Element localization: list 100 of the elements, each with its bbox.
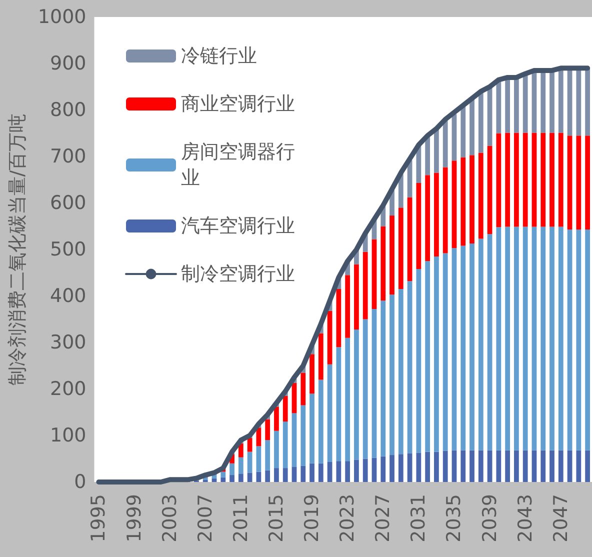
x-tick-label: 2035 — [443, 494, 466, 542]
bar — [345, 275, 350, 338]
x-tick-label: 2027 — [372, 494, 394, 542]
x-tick-label: 2015 — [265, 494, 288, 542]
x-tick-label: 1999 — [123, 494, 146, 542]
bar — [478, 152, 484, 239]
bar — [354, 329, 359, 460]
bar — [327, 310, 332, 364]
bar — [567, 136, 572, 230]
y-tick-label: 800 — [50, 99, 86, 121]
y-tick-label: 100 — [50, 424, 86, 446]
bar — [514, 77, 519, 133]
y-tick-label: 400 — [50, 285, 86, 307]
bar — [452, 160, 457, 248]
bar — [452, 248, 457, 450]
bar — [425, 261, 430, 452]
bar — [550, 132, 554, 227]
bar — [532, 132, 537, 227]
legend-label: 商业空调行业 — [181, 93, 295, 115]
bar — [256, 428, 262, 446]
bar — [505, 226, 510, 450]
x-tick-label: 2011 — [230, 494, 252, 542]
bar — [558, 450, 564, 482]
bar — [470, 450, 474, 482]
bar — [558, 226, 564, 450]
bar — [576, 136, 582, 230]
bar — [540, 450, 546, 482]
bar — [460, 157, 466, 246]
bar — [470, 155, 474, 244]
bar — [487, 234, 492, 450]
bar — [407, 453, 412, 482]
bar — [398, 208, 404, 290]
bar — [327, 462, 332, 482]
legend-label: 房间空调器行业 — [181, 141, 295, 189]
bar — [585, 136, 590, 230]
bar — [292, 413, 297, 467]
bar — [362, 458, 368, 482]
bar — [558, 132, 564, 227]
bar — [220, 472, 226, 478]
bar — [345, 461, 350, 482]
bar — [318, 463, 324, 482]
bar — [585, 230, 590, 450]
bar — [390, 294, 394, 456]
y-tick-label: 200 — [50, 378, 86, 400]
bar — [310, 463, 314, 482]
x-tick-label: 1995 — [88, 494, 110, 542]
bar — [460, 246, 466, 450]
bar — [514, 132, 519, 227]
bar — [442, 450, 448, 482]
bar — [238, 443, 244, 458]
bar — [407, 281, 412, 454]
bar — [478, 238, 484, 450]
bar — [478, 92, 484, 153]
bar — [300, 466, 306, 482]
bar — [540, 132, 546, 227]
bar — [460, 106, 466, 158]
bar — [380, 226, 386, 301]
y-tick-label: 500 — [50, 238, 86, 260]
bar — [434, 452, 439, 482]
bar — [550, 226, 554, 450]
legend-label: 汽车空调行业 — [181, 215, 295, 237]
bar — [585, 450, 590, 482]
bar — [416, 452, 422, 482]
bar — [470, 99, 474, 156]
bar — [460, 450, 466, 482]
bar — [407, 197, 412, 282]
bar — [514, 226, 519, 450]
bar — [505, 132, 510, 227]
bar — [380, 456, 386, 482]
x-tick-label: 2043 — [514, 494, 536, 542]
x-tick-label: 2023 — [336, 494, 359, 542]
bar — [452, 450, 457, 482]
bar — [496, 450, 502, 482]
bar — [336, 461, 342, 482]
bar — [550, 70, 554, 133]
bar — [220, 477, 226, 482]
bar — [310, 354, 314, 394]
bar — [274, 406, 279, 431]
bar — [416, 183, 422, 270]
bar — [345, 338, 350, 462]
bar — [442, 253, 448, 451]
y-tick-label: 300 — [50, 332, 86, 354]
bar — [398, 289, 404, 454]
bar — [442, 167, 448, 254]
bar — [274, 468, 279, 482]
x-tick-label: 2003 — [158, 494, 181, 542]
bar — [300, 372, 306, 406]
bar — [300, 405, 306, 466]
bar — [390, 216, 394, 295]
bar — [256, 446, 262, 472]
bar — [487, 146, 492, 234]
bar — [362, 319, 368, 459]
bar — [434, 128, 439, 173]
bar — [265, 440, 270, 470]
y-axis-title: 制冷剂消费二氧化碳当量/百万吨 — [6, 113, 28, 386]
bar — [238, 474, 244, 482]
x-tick-label: 2039 — [478, 494, 501, 542]
bar — [318, 333, 324, 380]
bar — [434, 172, 439, 256]
bar — [576, 450, 582, 482]
